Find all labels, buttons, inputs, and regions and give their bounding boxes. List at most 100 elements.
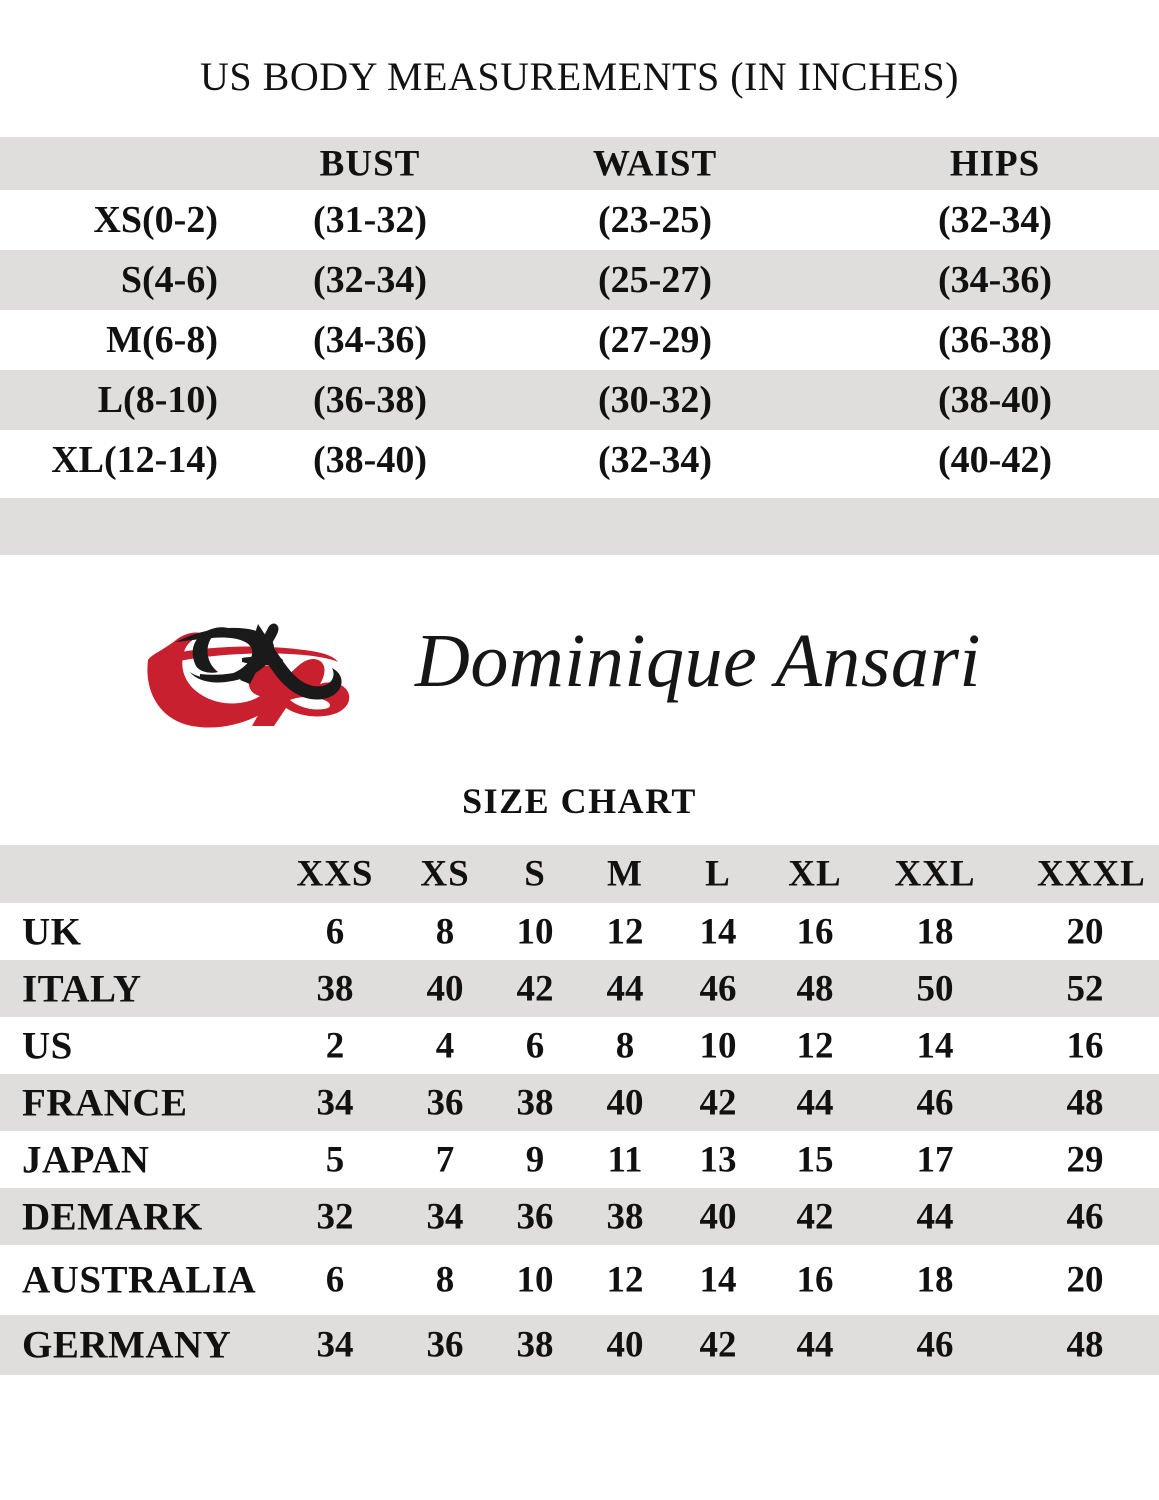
- cell-value: 40: [699, 1196, 737, 1237]
- table-row: ITALY 38 40 42 44 46 48 50 52: [0, 960, 1159, 1017]
- cell-value: 38: [316, 968, 354, 1009]
- cell-waist: (23-25): [598, 199, 712, 241]
- cell-hips: (32-34): [938, 199, 1052, 241]
- cell-value: 34: [426, 1196, 464, 1237]
- table-row: FRANCE 34 36 38 40 42 44 46 48: [0, 1074, 1159, 1131]
- cell-bust: (31-32): [313, 199, 427, 241]
- cell-value: 36: [426, 1082, 464, 1123]
- cell-size: L(8-10): [97, 379, 218, 421]
- cell-value: 10: [516, 911, 554, 952]
- cell-value: 34: [316, 1324, 354, 1366]
- cell-value: 42: [699, 1324, 737, 1366]
- column-header-xxs: XXS: [296, 853, 374, 895]
- cell-hips: (36-38): [938, 319, 1052, 361]
- column-header-m: M: [607, 853, 643, 895]
- cell-value: 16: [1066, 1025, 1104, 1066]
- cell-value: 14: [699, 1259, 737, 1301]
- cell-value: 50: [916, 968, 954, 1009]
- table-row: DEMARK 32 34 36 38 40 42 44 46: [0, 1188, 1159, 1245]
- cell-value: 18: [916, 1259, 954, 1301]
- table-row: UK 6 8 10 12 14 16 18 20: [0, 903, 1159, 960]
- cell-value: 10: [516, 1259, 554, 1301]
- cell-value: 13: [699, 1139, 737, 1180]
- cell-waist: (32-34): [598, 439, 712, 481]
- row-label-japan: JAPAN: [22, 1138, 150, 1181]
- column-header-hips: HIPS: [949, 143, 1041, 184]
- table-header-row: XXS XS S M L XL XXL XXXL: [0, 845, 1159, 903]
- cell-value: 20: [1066, 911, 1104, 952]
- table-row: US 2 4 6 8 10 12 14 16: [0, 1017, 1159, 1074]
- cell-value: 42: [796, 1196, 834, 1237]
- column-header-xs: XS: [420, 853, 470, 895]
- cell-hips: (34-36): [938, 259, 1052, 301]
- column-header-xl: XL: [788, 853, 842, 895]
- cell-size: XS(0-2): [93, 199, 218, 241]
- row-label-uk: UK: [22, 910, 82, 953]
- cell-value: 6: [525, 1025, 545, 1066]
- row-label-germany: GERMANY: [22, 1323, 232, 1367]
- cell-size: XL(12-14): [51, 439, 218, 481]
- table-row: M(6-8) (34-36) (27-29) (36-38): [0, 310, 1159, 370]
- table-row: JAPAN 5 7 9 11 13 15 17 29: [0, 1131, 1159, 1188]
- da-monogram-logo-icon: [140, 608, 380, 738]
- cell-value: 12: [606, 1259, 644, 1301]
- cell-value: 46: [699, 968, 737, 1009]
- cell-value: 36: [426, 1324, 464, 1366]
- cell-value: 40: [606, 1082, 644, 1123]
- row-label-demark: DEMARK: [22, 1195, 203, 1238]
- cell-size: M(6-8): [106, 319, 218, 361]
- cell-value: 11: [607, 1139, 643, 1180]
- page-title: US BODY MEASUREMENTS (IN INCHES): [200, 54, 959, 99]
- cell-value: 8: [435, 1259, 455, 1301]
- cell-value: 9: [525, 1139, 545, 1180]
- column-header-waist: WAIST: [592, 143, 718, 184]
- cell-value: 46: [916, 1082, 954, 1123]
- cell-value: 38: [606, 1196, 644, 1237]
- cell-value: 5: [325, 1139, 345, 1180]
- column-header-xxl: XXL: [894, 853, 976, 895]
- cell-value: 38: [516, 1082, 554, 1123]
- cell-value: 40: [606, 1324, 644, 1366]
- cell-value: 10: [699, 1025, 737, 1066]
- table-row: GERMANY 34 36 38 40 42 44 46 48: [0, 1315, 1159, 1375]
- cell-value: 44: [796, 1082, 834, 1123]
- cell-hips: (38-40): [938, 379, 1052, 421]
- cell-value: 4: [435, 1025, 455, 1066]
- cell-value: 44: [606, 968, 644, 1009]
- row-label-italy: ITALY: [22, 967, 142, 1010]
- cell-value: 8: [435, 911, 455, 952]
- row-label-france: FRANCE: [22, 1081, 188, 1124]
- cell-bust: (38-40): [313, 439, 427, 481]
- cell-value: 14: [699, 911, 737, 952]
- brand-block: Dominique Ansari: [0, 600, 1159, 760]
- table-row: XL(12-14) (38-40) (32-34) (40-42): [0, 430, 1159, 490]
- table-header-row: BUST WAIST HIPS: [0, 137, 1159, 190]
- column-header-l: L: [705, 853, 731, 895]
- table-row: XS(0-2) (31-32) (23-25) (32-34): [0, 190, 1159, 250]
- cell-value: 32: [316, 1196, 354, 1237]
- cell-value: 44: [916, 1196, 954, 1237]
- cell-value: 48: [796, 968, 834, 1009]
- body-measurements-table: BUST WAIST HIPS XS(0-2) (31-32) (23-25) …: [0, 137, 1159, 555]
- cell-value: 6: [325, 911, 345, 952]
- cell-value: 7: [435, 1139, 455, 1180]
- table-bottom-gap: [0, 490, 1159, 498]
- brand-name: Dominique Ansari: [415, 619, 982, 703]
- row-label-us: US: [22, 1024, 73, 1067]
- cell-waist: (30-32): [598, 379, 712, 421]
- table-row: AUSTRALIA 6 8 10 12 14 16 18 20: [0, 1245, 1159, 1315]
- size-chart-title: SIZE CHART: [462, 781, 697, 821]
- cell-waist: (27-29): [598, 319, 712, 361]
- column-header-xxxl: XXXL: [1037, 853, 1146, 895]
- cell-bust: (36-38): [313, 379, 427, 421]
- cell-value: 46: [916, 1324, 954, 1366]
- cell-value: 44: [796, 1324, 834, 1366]
- cell-value: 16: [796, 911, 834, 952]
- cell-value: 46: [1066, 1196, 1104, 1237]
- cell-value: 40: [426, 968, 464, 1009]
- table-row: S(4-6) (32-34) (25-27) (34-36): [0, 250, 1159, 310]
- cell-hips: (40-42): [938, 439, 1052, 481]
- cell-value: 48: [1066, 1324, 1104, 1366]
- cell-bust: (34-36): [313, 319, 427, 361]
- cell-waist: (25-27): [598, 259, 712, 301]
